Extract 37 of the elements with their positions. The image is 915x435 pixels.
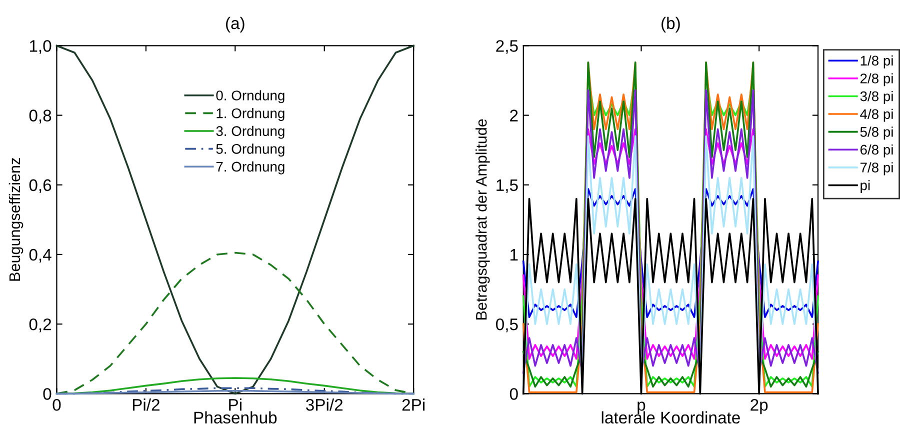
x-axis-title: Phasenhub <box>194 411 277 424</box>
x-tick-label: 3Pi/2 <box>306 398 343 411</box>
chart-title: (a) <box>226 16 244 32</box>
y-tick-label: 0,2 <box>29 318 52 332</box>
legend-label: 1. Ordnung <box>216 108 284 121</box>
y-tick-label: 0,5 <box>496 318 518 332</box>
legend-label: pi <box>860 180 870 193</box>
legend-label: 7. Ordnung <box>216 161 284 174</box>
legend-label: 6/8 pi <box>860 144 893 158</box>
y-tick-label: 1,5 <box>496 179 518 194</box>
legend-label: 7/8 pi <box>860 162 893 176</box>
y-tick-label: 1 <box>510 249 518 261</box>
legend-label: 2/8 pi <box>860 73 893 86</box>
chart-title: (b) <box>662 16 680 32</box>
x-tick-label: Pi <box>229 398 242 411</box>
y-tick-label: 0,6 <box>29 179 52 194</box>
y-tick-label: 0 <box>510 388 518 400</box>
x-tick-label: 0 <box>52 398 61 411</box>
y-axis-title: Beugungseffizienz <box>8 158 24 281</box>
y-tick-label: 0,8 <box>29 110 52 124</box>
legend-label: 3/8 pi <box>860 91 893 104</box>
legend-label: 4/8 pi <box>860 108 893 122</box>
x-tick-label: Pi/2 <box>132 398 160 411</box>
legend-label: 1/8 pi <box>860 55 893 68</box>
y-axis-title: Betragsquadrat der Amplitude <box>476 119 490 320</box>
legend-label: 5/8 pi <box>860 126 893 140</box>
y-tick-label: 2,5 <box>496 40 518 54</box>
y-tick-label: 2 <box>510 110 518 122</box>
y-tick-label: 1,0 <box>30 40 52 54</box>
y-tick-label: 0 <box>43 388 52 400</box>
legend-label: 5. Ordnung <box>216 144 284 157</box>
legend-label: 3. Ordnung <box>216 126 284 139</box>
x-tick-label: 2Pi <box>402 398 424 411</box>
x-tick-label: 2p <box>750 398 768 414</box>
legend-label: 0. Orndung <box>216 90 284 104</box>
y-tick-label: 0,4 <box>29 248 52 263</box>
line-series <box>56 44 414 395</box>
